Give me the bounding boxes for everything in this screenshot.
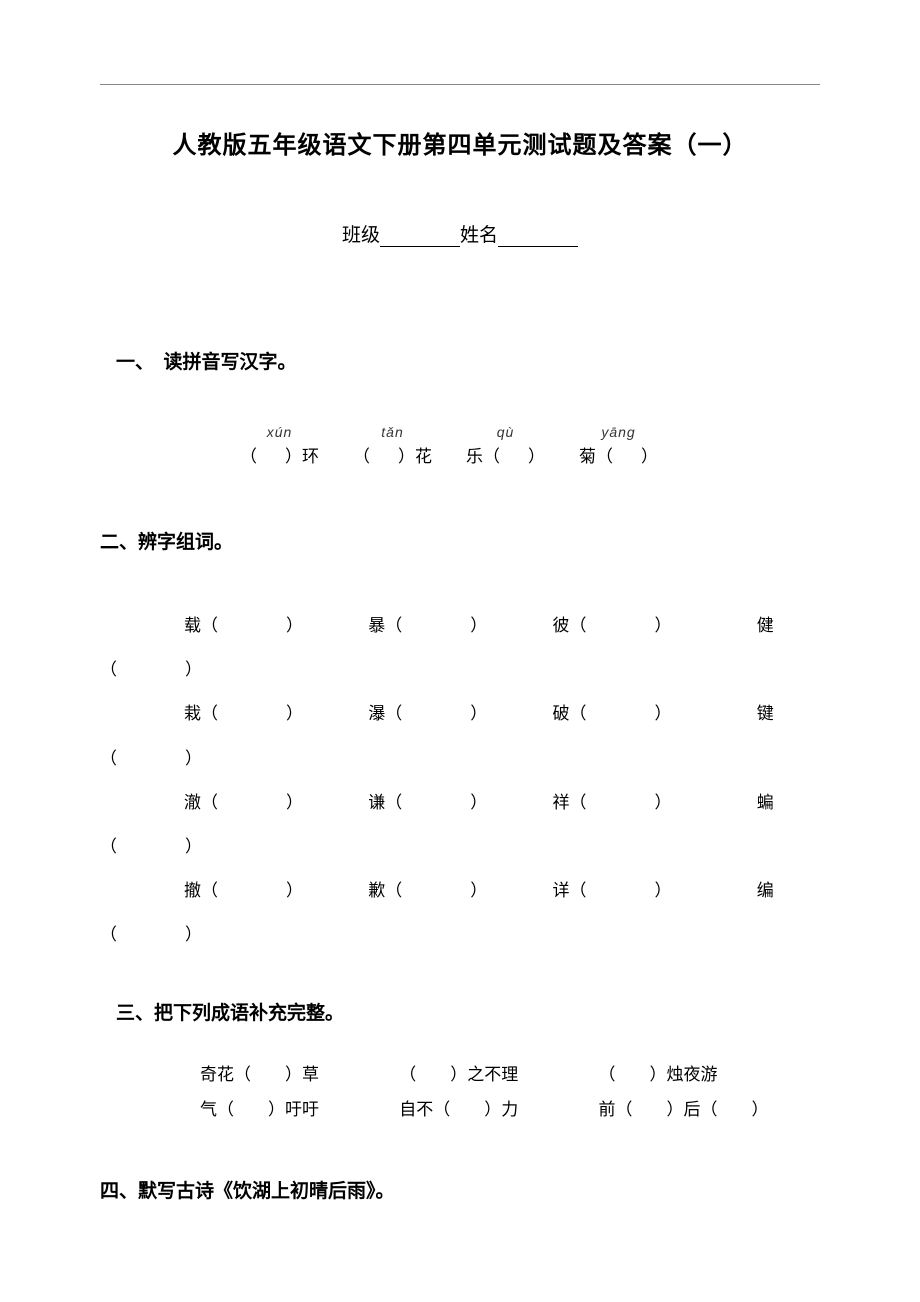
char-cell[interactable]: 瀑（ ） xyxy=(368,692,548,736)
pinyin-item: tǎn （）花 xyxy=(353,424,432,467)
section-3-heading: 三、把下列成语补充完整。 xyxy=(116,998,820,1025)
page-title: 人教版五年级语文下册第四单元测试题及答案（一） xyxy=(100,125,820,160)
char-cell[interactable]: 详（ ） xyxy=(553,869,753,913)
char-cell[interactable]: 破（ ） xyxy=(553,692,753,736)
idiom-cell[interactable]: 气（ ）吁吁 xyxy=(200,1092,395,1128)
char-cell[interactable]: 彼（ ） xyxy=(553,604,753,648)
pinyin-item: qù 乐（） xyxy=(466,424,545,467)
pinyin-text: qù xyxy=(466,424,545,440)
class-label: 班级 xyxy=(342,225,380,246)
char-overflow-row[interactable]: （ ） xyxy=(100,737,820,781)
name-input-line[interactable] xyxy=(498,246,578,247)
pinyin-text: xún xyxy=(240,424,319,440)
char-overflow-row[interactable]: （ ） xyxy=(100,648,820,692)
char-cell[interactable]: 健 xyxy=(757,604,774,648)
section-4-heading: 四、默写古诗《饮湖上初晴后雨》。 xyxy=(100,1176,820,1203)
char-overflow-row[interactable]: （ ） xyxy=(100,913,820,957)
char-cell[interactable]: 暴（ ） xyxy=(368,604,548,648)
pinyin-text: tǎn xyxy=(353,424,432,440)
char-cell[interactable]: 键 xyxy=(757,692,774,736)
char-cell[interactable]: 祥（ ） xyxy=(553,781,753,825)
char-row: 载（ ） 暴（ ） 彼（ ） 健 xyxy=(184,604,820,648)
top-divider xyxy=(100,84,820,85)
idiom-cell[interactable]: （ ）之不理 xyxy=(399,1057,594,1093)
pinyin-item: xún （）环 xyxy=(240,424,319,467)
char-distinguish-block: 载（ ） 暴（ ） 彼（ ） 健 （ ） 栽（ ） 瀑（ ） 破（ ） 键 （ … xyxy=(184,604,820,958)
char-cell[interactable]: 歉（ ） xyxy=(368,869,548,913)
char-cell[interactable]: 栽（ ） xyxy=(184,692,364,736)
idiom-cell[interactable]: 奇花（ ）草 xyxy=(200,1057,395,1093)
class-name-row: 班级 姓名 xyxy=(100,220,820,247)
char-row: 栽（ ） 瀑（ ） 破（ ） 键 xyxy=(184,692,820,736)
pinyin-text: yāng xyxy=(579,424,658,440)
char-overflow-row[interactable]: （ ） xyxy=(100,825,820,869)
idiom-row: 奇花（ ）草 （ ）之不理 （ ）烛夜游 xyxy=(200,1057,820,1093)
char-cell[interactable]: 载（ ） xyxy=(184,604,364,648)
section-2-heading: 二、辨字组词。 xyxy=(100,527,820,554)
pinyin-item: yāng 菊（） xyxy=(579,424,658,467)
char-row: 撤（ ） 歉（ ） 详（ ） 编 xyxy=(184,869,820,913)
idiom-cell[interactable]: 自不（ ）力 xyxy=(399,1092,594,1128)
char-cell[interactable]: 谦（ ） xyxy=(368,781,548,825)
char-cell[interactable]: 撤（ ） xyxy=(184,869,364,913)
char-cell[interactable]: 澈（ ） xyxy=(184,781,364,825)
idiom-cell[interactable]: （ ）烛夜游 xyxy=(599,1057,794,1093)
idiom-cell[interactable]: 前（ ）后（ ） xyxy=(599,1092,794,1128)
idioms-block: 奇花（ ）草 （ ）之不理 （ ）烛夜游 气（ ）吁吁 自不（ ）力 前（ ）后… xyxy=(200,1057,820,1128)
section-1-heading: 一、 读拼音写汉字。 xyxy=(116,347,820,374)
pinyin-fill-row: xún （）环 tǎn （）花 qù 乐（） yāng 菊（） xyxy=(240,424,820,467)
char-row: 澈（ ） 谦（ ） 祥（ ） 蝙 xyxy=(184,781,820,825)
char-cell[interactable]: 编 xyxy=(757,869,774,913)
class-input-line[interactable] xyxy=(380,246,460,247)
idiom-row: 气（ ）吁吁 自不（ ）力 前（ ）后（ ） xyxy=(200,1092,820,1128)
name-label: 姓名 xyxy=(460,225,498,246)
char-cell[interactable]: 蝙 xyxy=(757,781,774,825)
